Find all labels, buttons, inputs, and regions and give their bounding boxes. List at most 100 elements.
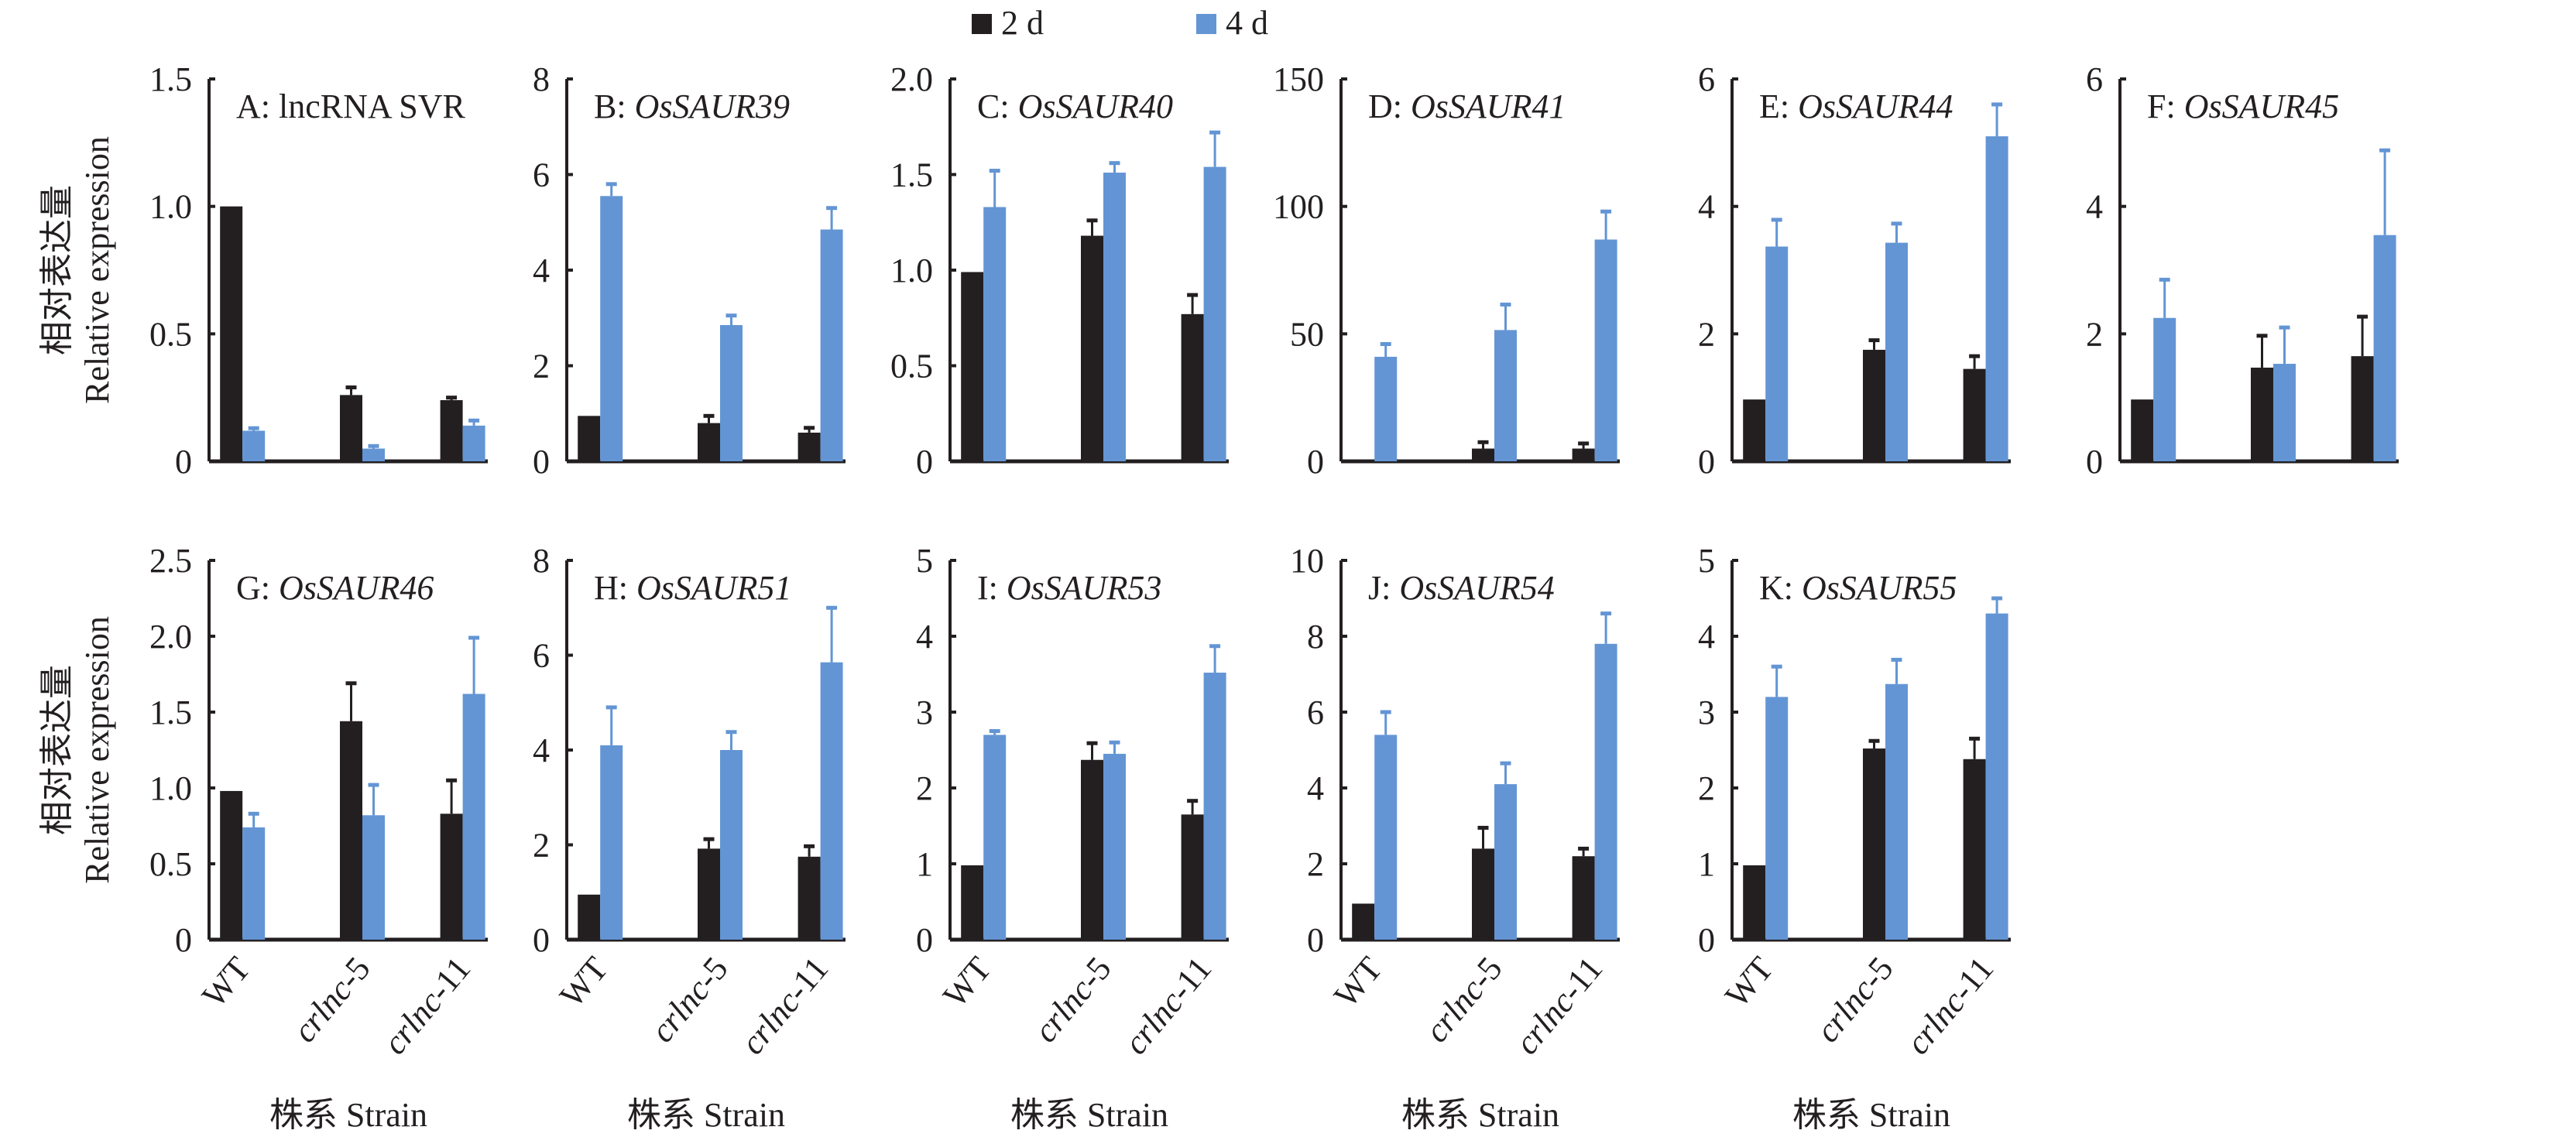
y-axis-label-zh: 相对表达量 bbox=[38, 665, 76, 835]
x-tick-label: crlnc-5 bbox=[285, 950, 377, 1050]
panel-title-gene: OsSAUR51 bbox=[636, 569, 791, 607]
bar-2d-1 bbox=[1472, 448, 1494, 461]
panel-title-gene: OsSAUR45 bbox=[2184, 87, 2339, 125]
bar-4d-1 bbox=[1885, 242, 1908, 461]
panel-title-gene: OsSAUR46 bbox=[279, 569, 434, 607]
bar-4d-1 bbox=[1494, 784, 1517, 940]
panel-title: B: OsSAUR39 bbox=[594, 87, 790, 125]
y-tick-label: 6 bbox=[1307, 694, 1324, 731]
panel-d: 0 50 100 150 D: OsSAUR41 bbox=[1273, 60, 1620, 481]
bar-2d-0 bbox=[961, 272, 984, 461]
panel-title: A: lncRNA SVR bbox=[236, 87, 465, 125]
x-tick-label: crlnc-11 bbox=[376, 950, 478, 1061]
bar-4d-2 bbox=[2373, 235, 2396, 461]
bar-4d-0 bbox=[1765, 697, 1789, 940]
bar-2d-1 bbox=[1081, 235, 1103, 461]
bar-2d-2 bbox=[797, 856, 821, 940]
panel-title-gene: OsSAUR44 bbox=[1798, 87, 1953, 125]
bar-2d-2 bbox=[1963, 759, 1986, 940]
panel-title-gene: lncRNA SVR bbox=[279, 87, 465, 125]
x-tick-label: WT bbox=[552, 950, 616, 1015]
y-tick-label: 150 bbox=[1273, 60, 1324, 98]
panel-title-prefix: C: bbox=[977, 87, 1018, 125]
y-tick-label: 6 bbox=[1698, 60, 1715, 98]
legend-label-0: 2 d bbox=[1001, 4, 1044, 42]
bar-4d-0 bbox=[242, 430, 266, 461]
bar-2d-0 bbox=[1352, 903, 1375, 940]
panel-title-prefix: G: bbox=[236, 569, 279, 607]
y-tick-label: 0 bbox=[175, 921, 192, 959]
x-tick-label: crlnc-11 bbox=[1899, 950, 2001, 1061]
y-tick-label: 0 bbox=[1307, 921, 1324, 959]
y-tick-label: 4 bbox=[533, 731, 550, 769]
bar-4d-1 bbox=[2273, 364, 2296, 461]
panel-title: J: OsSAUR54 bbox=[1368, 569, 1555, 607]
panel-title: K: OsSAUR55 bbox=[1759, 569, 1957, 607]
bar-4d-1 bbox=[720, 325, 743, 461]
bar-4d-2 bbox=[1985, 136, 2008, 461]
x-tick-label: crlnc-5 bbox=[643, 950, 735, 1050]
panel-title: C: OsSAUR40 bbox=[977, 87, 1173, 125]
bar-2d-1 bbox=[340, 721, 362, 940]
y-tick-label: 1 bbox=[916, 845, 933, 883]
panel-b: 0 2 4 6 8 B: OsSAUR39 bbox=[533, 60, 846, 481]
panel-title-gene: OsSAUR54 bbox=[1399, 569, 1554, 607]
bar-2d-0 bbox=[1743, 865, 1766, 940]
bar-4d-2 bbox=[462, 694, 485, 940]
y-tick-label: 2 bbox=[1307, 845, 1324, 883]
panel-title-prefix: E: bbox=[1759, 87, 1798, 125]
bar-2d-1 bbox=[1863, 748, 1885, 940]
bar-4d-0 bbox=[983, 735, 1007, 940]
panel-title-gene: OsSAUR55 bbox=[1802, 569, 1957, 607]
panel-title-prefix: J: bbox=[1368, 569, 1399, 607]
bar-2d-2 bbox=[440, 813, 463, 940]
panel-a: 0 0.5 1.0 1.5 A: lncRNA SVR bbox=[149, 60, 488, 481]
x-axis-label: 株系 Strain bbox=[1401, 1096, 1559, 1134]
panel-title-gene: OsSAUR39 bbox=[635, 87, 790, 125]
bar-4d-1 bbox=[1103, 753, 1126, 940]
bar-4d-1 bbox=[1494, 330, 1517, 461]
y-axis-label-en: Relative expression bbox=[78, 136, 116, 404]
bar-2d-2 bbox=[1181, 814, 1204, 940]
x-tick-label: crlnc-5 bbox=[1417, 950, 1509, 1050]
bar-4d-1 bbox=[362, 815, 385, 940]
y-tick-label: 0 bbox=[916, 921, 933, 959]
y-tick-label: 0 bbox=[916, 443, 933, 481]
bar-2d-1 bbox=[340, 395, 362, 461]
bar-4d-2 bbox=[1203, 673, 1226, 940]
y-tick-label: 2 bbox=[533, 348, 550, 385]
bar-4d-1 bbox=[1885, 683, 1908, 940]
y-tick-label: 6 bbox=[533, 637, 550, 675]
bar-2d-0 bbox=[578, 894, 601, 940]
y-tick-label: 0.5 bbox=[149, 315, 192, 353]
y-tick-label: 0 bbox=[175, 443, 192, 481]
bar-4d-0 bbox=[600, 745, 623, 940]
bar-4d-2 bbox=[1203, 166, 1226, 461]
panel-title: I: OsSAUR53 bbox=[977, 569, 1161, 607]
x-tick-label: WT bbox=[1717, 950, 1781, 1015]
bar-4d-0 bbox=[1374, 735, 1398, 940]
y-axis-label-zh: 相对表达量 bbox=[38, 185, 76, 355]
panel-e: 0 2 4 6 E: OsSAUR44 bbox=[1698, 60, 2011, 481]
y-tick-label: 50 bbox=[1290, 315, 1324, 353]
bar-4d-0 bbox=[600, 196, 623, 461]
x-tick-label: crlnc-5 bbox=[1026, 950, 1118, 1050]
bar-4d-2 bbox=[1594, 239, 1617, 461]
bar-4d-1 bbox=[1103, 173, 1126, 461]
x-tick-label: crlnc-11 bbox=[1508, 950, 1610, 1061]
y-tick-label: 100 bbox=[1273, 188, 1324, 226]
bar-2d-1 bbox=[1863, 349, 1885, 461]
panel-title-gene: OsSAUR40 bbox=[1018, 87, 1173, 125]
bar-2d-1 bbox=[2251, 367, 2273, 461]
y-tick-label: 2.0 bbox=[890, 60, 933, 98]
y-tick-label: 0 bbox=[533, 921, 550, 959]
panel-title-prefix: K: bbox=[1759, 569, 1802, 607]
bar-2d-0 bbox=[961, 865, 984, 940]
bar-4d-2 bbox=[462, 425, 485, 461]
y-tick-label: 0.5 bbox=[149, 845, 192, 883]
bar-2d-2 bbox=[440, 399, 463, 461]
panel-title-prefix: A: bbox=[236, 87, 279, 125]
y-tick-label: 2 bbox=[1698, 769, 1715, 807]
